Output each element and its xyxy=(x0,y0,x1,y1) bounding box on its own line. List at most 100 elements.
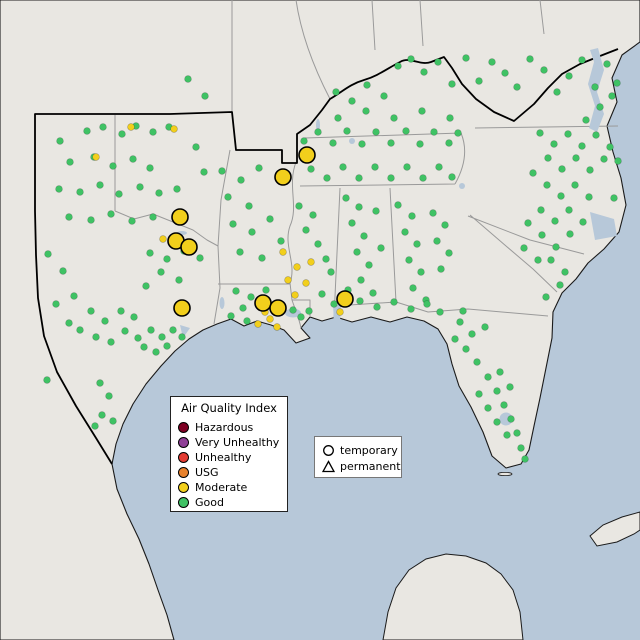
station-good xyxy=(327,268,335,276)
station-good xyxy=(401,228,409,236)
station-good xyxy=(582,116,590,124)
station-good xyxy=(237,176,245,184)
station-good xyxy=(430,128,438,136)
station-good xyxy=(456,318,464,326)
station-good xyxy=(76,326,84,334)
station-good xyxy=(65,213,73,221)
station-good xyxy=(360,232,368,240)
station-good xyxy=(475,77,483,85)
station-good xyxy=(365,261,373,269)
aqi-legend-title: Air Quality Index xyxy=(181,401,277,415)
station-good xyxy=(358,140,366,148)
station-good xyxy=(506,383,514,391)
station-good xyxy=(441,221,449,229)
station-good xyxy=(394,62,402,70)
station-good xyxy=(266,215,274,223)
station-good xyxy=(600,155,608,163)
station-good xyxy=(394,201,402,209)
station-good xyxy=(128,217,136,225)
station-good xyxy=(255,164,263,172)
station-good xyxy=(493,418,501,426)
station-good xyxy=(507,415,515,423)
station-good xyxy=(175,276,183,284)
station-good xyxy=(262,286,270,294)
station-good xyxy=(520,244,528,252)
station-good xyxy=(157,268,165,276)
station-good xyxy=(342,194,350,202)
station-good xyxy=(258,254,266,262)
station-good xyxy=(592,131,600,139)
station-good xyxy=(96,181,104,189)
station-good xyxy=(405,256,413,264)
station-good xyxy=(66,158,74,166)
station-moderate xyxy=(302,279,310,287)
station-good xyxy=(318,290,326,298)
station-good xyxy=(419,174,427,182)
legend-item-label: permanent xyxy=(340,459,401,473)
region-outline xyxy=(34,48,619,465)
station-good xyxy=(558,165,566,173)
legend-item-label: Moderate xyxy=(195,480,248,494)
station-good xyxy=(380,92,388,100)
station-good xyxy=(402,127,410,135)
station-good xyxy=(44,250,52,258)
legend-item-hazardous: Hazardous xyxy=(178,420,280,435)
station-good xyxy=(369,289,377,297)
station-good xyxy=(115,190,123,198)
station-good xyxy=(146,249,154,257)
legend-item-unhealthy: Unhealthy xyxy=(178,450,280,465)
station-good xyxy=(121,327,129,335)
station-good xyxy=(109,417,117,425)
station-good xyxy=(484,404,492,412)
legend-item-label: Hazardous xyxy=(195,420,254,434)
good-swatch-icon xyxy=(178,496,189,508)
legend-item-label: temporary xyxy=(340,443,398,457)
station-good xyxy=(420,68,428,76)
station-good xyxy=(334,114,342,122)
station-good xyxy=(129,155,137,163)
station-good xyxy=(578,56,586,64)
station-good xyxy=(550,140,558,148)
station-good xyxy=(322,255,330,263)
station-good xyxy=(192,143,200,151)
station-moderate xyxy=(266,315,274,323)
station-temporary-moderate xyxy=(274,168,292,186)
station-good xyxy=(451,335,459,343)
station-good xyxy=(134,334,142,342)
station-good xyxy=(87,216,95,224)
station-good xyxy=(196,254,204,262)
station-good xyxy=(524,219,532,227)
station-good xyxy=(484,373,492,381)
symbol-legend-rows: temporary permanent xyxy=(322,442,401,474)
legend-item-moderate: Moderate xyxy=(178,480,280,495)
station-good xyxy=(152,348,160,356)
usg-swatch-icon xyxy=(178,466,189,478)
station-good xyxy=(105,392,113,400)
legend-item-very_unhealthy: Very Unhealthy xyxy=(178,435,280,450)
station-good xyxy=(314,128,322,136)
station-good xyxy=(295,202,303,210)
station-good xyxy=(468,330,476,338)
station-good xyxy=(556,281,564,289)
station-good xyxy=(437,265,445,273)
station-good xyxy=(56,137,64,145)
station-good xyxy=(418,107,426,115)
station-good xyxy=(224,193,232,201)
station-temporary-moderate xyxy=(254,294,272,312)
station-good xyxy=(309,211,317,219)
station-good xyxy=(323,174,331,182)
station-moderate xyxy=(279,248,287,256)
station-good xyxy=(538,231,546,239)
lake-small-3 xyxy=(316,119,320,131)
station-good xyxy=(496,368,504,376)
station-good xyxy=(403,163,411,171)
station-good xyxy=(353,248,361,256)
station-moderate xyxy=(254,320,262,328)
station-good xyxy=(462,54,470,62)
station-temporary-moderate xyxy=(173,299,191,317)
station-good xyxy=(448,80,456,88)
land-florida-keys xyxy=(497,471,513,476)
station-good xyxy=(83,127,91,135)
station-good xyxy=(408,212,416,220)
station-good xyxy=(184,75,192,83)
